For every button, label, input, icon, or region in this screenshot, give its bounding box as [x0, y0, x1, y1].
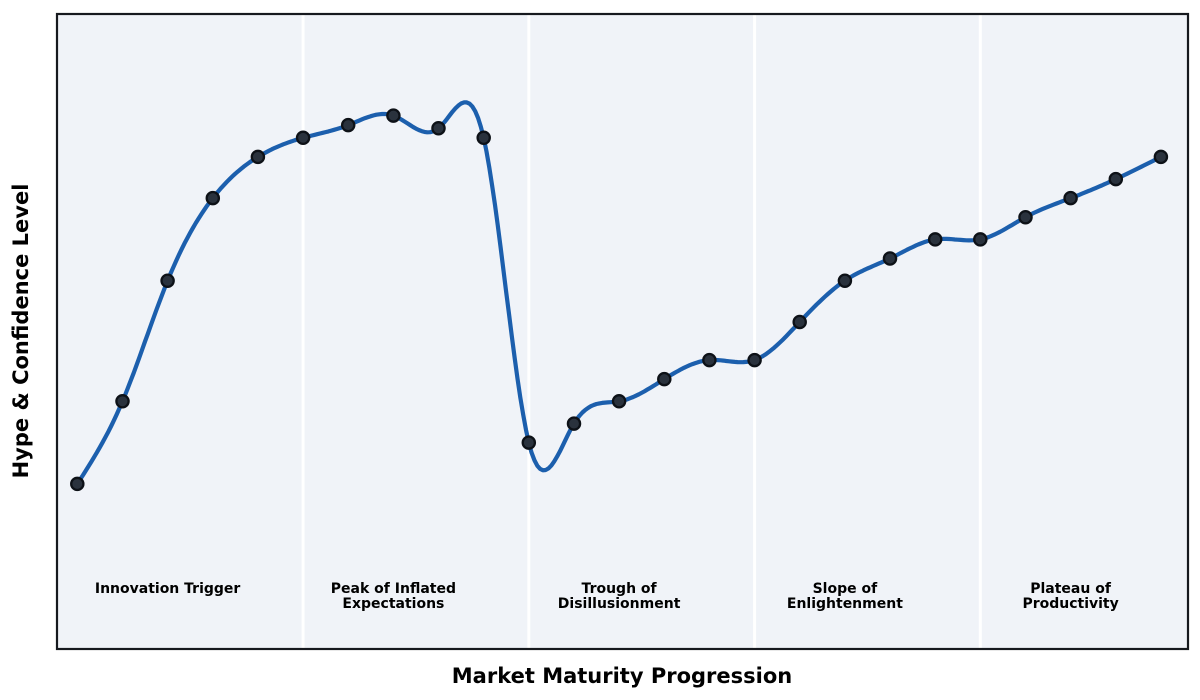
- phase-label-peak-of-inflated-expectations: Peak of Inflated Expectations: [330, 581, 456, 613]
- y-axis-label: Hype & Confidence Level: [9, 183, 33, 479]
- data-point-marker: [1018, 209, 1033, 225]
- phase-label-plateau-of-productivity: Plateau of Productivity: [1022, 581, 1119, 613]
- data-point-marker: [1063, 190, 1078, 206]
- data-point-marker: [1153, 149, 1169, 165]
- data-point-marker: [250, 149, 266, 165]
- data-point-marker: [882, 251, 898, 266]
- data-point-marker: [295, 130, 311, 146]
- data-point-marker: [702, 352, 717, 368]
- data-point-marker: [70, 476, 85, 492]
- phase-label-slope-of-enlightenment: Slope of Enlightenment: [786, 581, 903, 613]
- data-point-marker: [792, 314, 807, 330]
- data-point-marker: [340, 117, 356, 133]
- data-point-marker: [566, 416, 582, 431]
- data-point-marker: [837, 273, 853, 288]
- phase-label-innovation-trigger: Innovation Trigger: [94, 581, 241, 597]
- data-point-marker: [521, 435, 537, 450]
- x-axis-label: Market Maturity Progression: [451, 664, 793, 688]
- data-point-marker: [657, 371, 672, 387]
- data-point-marker: [386, 108, 401, 123]
- data-point-marker: [1108, 171, 1124, 187]
- plot-area: [57, 14, 1188, 649]
- data-point-marker: [205, 190, 221, 206]
- data-point-marker: [927, 232, 943, 247]
- data-point-marker: [747, 352, 762, 368]
- data-point-marker: [476, 130, 491, 146]
- data-point-marker: [160, 273, 175, 288]
- data-point-marker: [115, 394, 130, 409]
- data-point-marker: [431, 121, 446, 136]
- phase-label-trough-of-disillusionment: Trough of Disillusionment: [557, 581, 681, 613]
- data-point-marker: [973, 232, 988, 247]
- data-point-marker: [611, 394, 627, 409]
- plot-border: [55, 12, 1190, 651]
